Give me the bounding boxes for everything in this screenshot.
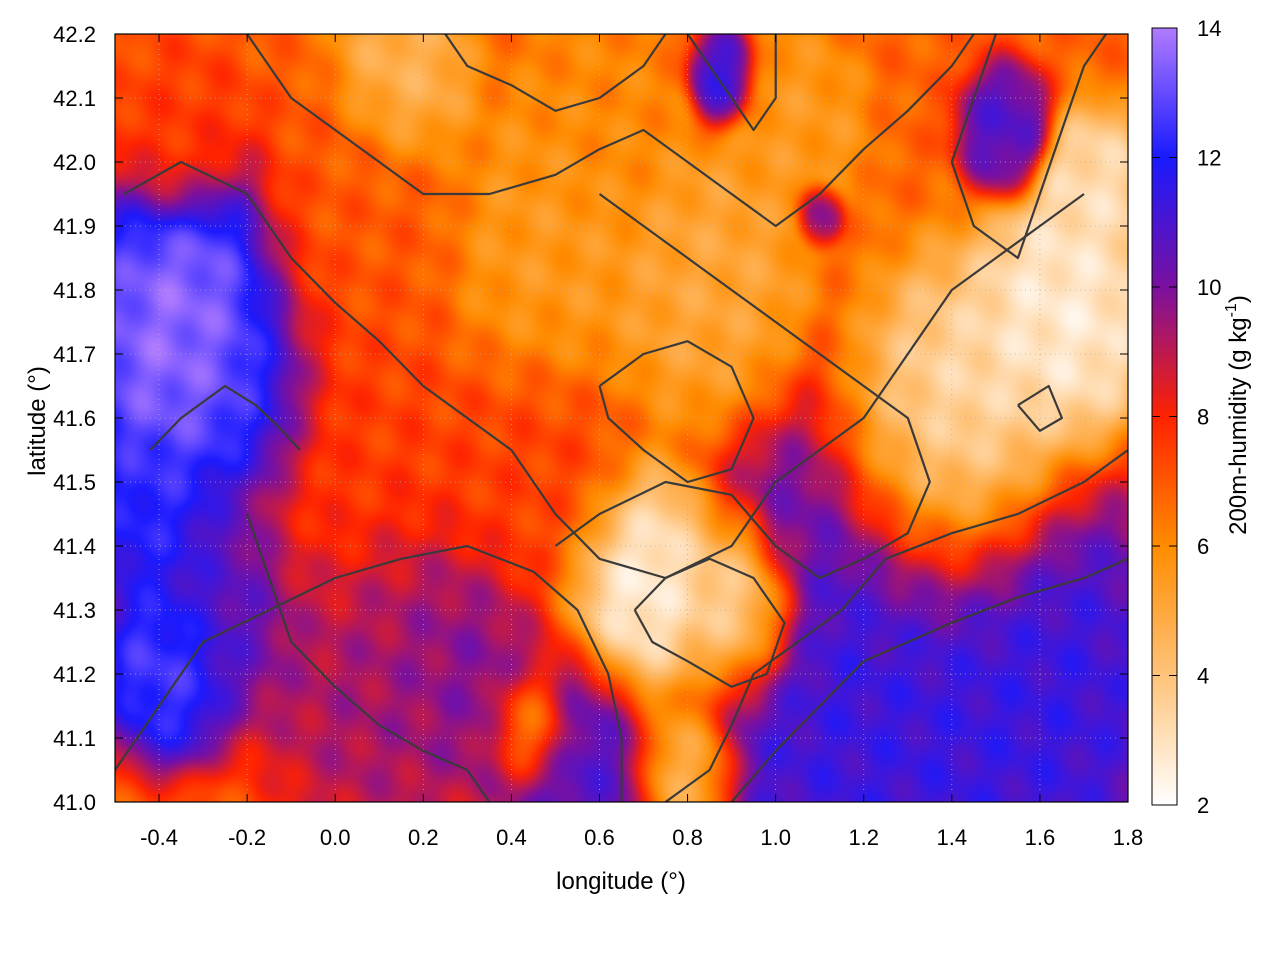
humidity-heatmap [115,34,1128,802]
colorbar-ticks: 2 4 6 8 10 12 14 [1152,16,1221,818]
y-tick-label: 41.0 [53,790,96,815]
contour-line [950,34,1107,260]
colorbar-title-end: ) [1225,295,1252,303]
x-tick-label: 0.8 [672,825,703,850]
x-tick-label: -0.4 [140,825,178,850]
x-tick-label: 1.0 [760,825,791,850]
contour-line [246,34,975,228]
y-tick-label: 41.6 [53,406,96,431]
y-tick-label: 41.5 [53,470,96,495]
contour-lines [115,34,1128,802]
contour-line [598,340,755,484]
contour-line [554,193,931,580]
y-tick-label: 41.3 [53,598,96,623]
x-tick-label: 0.2 [408,825,439,850]
colorbar-tick-label: 6 [1197,534,1209,559]
x-tick-label: 1.2 [848,825,879,850]
colorbar-tick-label: 4 [1197,664,1209,689]
contour-line [149,384,301,451]
x-tick-label: 1.6 [1025,825,1056,850]
y-tick-label: 41.7 [53,342,96,367]
x-tick-label: -0.2 [228,825,266,850]
contour-line [686,34,777,132]
y-tick-label: 41.9 [53,214,96,239]
x-axis-title: longitude (°) [556,868,686,895]
y-tick-label: 42.1 [53,86,96,111]
colorbar-tick-label: 8 [1197,405,1209,430]
colorbar-title-main: 200m-humidity (g kg [1225,317,1252,534]
colorbar-tick-label: 2 [1197,793,1209,818]
colorbar-tick-label: 14 [1197,16,1221,41]
x-tick-label: 1.4 [937,825,968,850]
x-tick-label: 0.4 [496,825,527,850]
y-tick-label: 41.8 [53,278,96,303]
contour-line [730,557,1128,802]
x-tick-label: 1.8 [1113,825,1144,850]
colorbar-tick-label: 12 [1197,146,1221,171]
plot-area: -0.4 -0.2 0.0 0.2 0.4 0.6 0.8 1.0 1.2 1.4 1.6 1.8 4… [53,22,1143,850]
colorbar-title: 200m-humidity (g kg-1) [1223,295,1252,535]
contour-line [664,449,1128,802]
y-tick-label: 41.1 [53,726,96,751]
colorbar-tick-label: 10 [1197,275,1221,300]
y-axis-ticks: 41.0 41.1 41.2 41.3 41.4 41.5 41.6 41.7 41.8 41.9… [53,22,1128,815]
contour-line [1017,384,1063,432]
contour-line [444,34,667,112]
contour-line [115,544,623,802]
contour-line [246,513,491,802]
colorbar: 2 4 6 8 10 12 14 200m-humidity (g kg-1) [1151,16,1252,818]
contour-line [123,160,1085,580]
y-tick-label: 42.2 [53,22,96,47]
contour-line [633,557,786,688]
y-tick-label: 42.0 [53,150,96,175]
x-tick-label: 0.0 [320,825,351,850]
x-tick-label: 0.6 [584,825,615,850]
y-tick-label: 41.4 [53,534,96,559]
x-axis-ticks: -0.4 -0.2 0.0 0.2 0.4 0.6 0.8 1.0 1.2 1.4 1.6 1.8 [140,34,1143,850]
colorbar-title-sup: -1 [1223,303,1240,317]
y-tick-label: 41.2 [53,662,96,687]
y-axis-title: latitude (°) [24,366,51,476]
